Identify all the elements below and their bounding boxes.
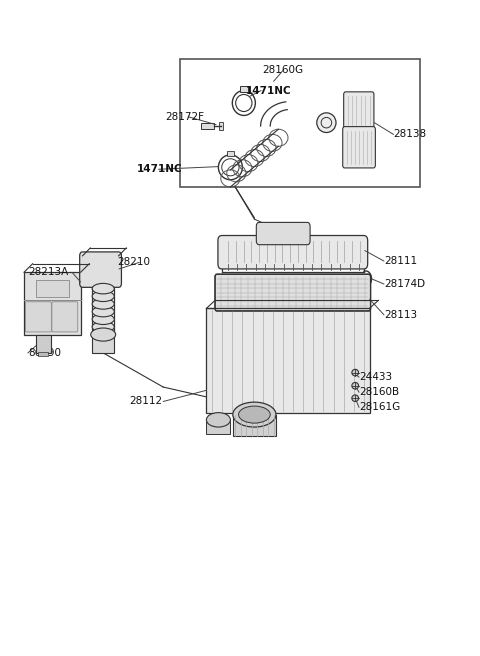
Bar — [36, 335, 51, 353]
Text: 28138: 28138 — [394, 129, 427, 140]
FancyBboxPatch shape — [215, 274, 371, 311]
Bar — [219, 122, 223, 130]
FancyBboxPatch shape — [52, 302, 78, 332]
FancyBboxPatch shape — [36, 280, 69, 297]
Bar — [240, 86, 248, 92]
Ellipse shape — [233, 402, 276, 427]
Text: 86590: 86590 — [28, 348, 61, 358]
Text: 28160B: 28160B — [359, 387, 399, 398]
Bar — [92, 333, 114, 353]
Bar — [233, 415, 276, 436]
FancyBboxPatch shape — [24, 272, 81, 335]
Ellipse shape — [317, 113, 336, 133]
Ellipse shape — [92, 291, 114, 302]
Text: 28174D: 28174D — [384, 279, 425, 289]
Text: 28160G: 28160G — [263, 65, 304, 75]
Bar — [180, 59, 420, 187]
Ellipse shape — [352, 395, 359, 401]
Ellipse shape — [352, 369, 359, 376]
Ellipse shape — [92, 298, 114, 309]
FancyBboxPatch shape — [80, 252, 121, 287]
Bar — [206, 420, 230, 434]
Text: 28210: 28210 — [118, 257, 151, 268]
FancyBboxPatch shape — [344, 92, 374, 129]
FancyBboxPatch shape — [343, 127, 375, 168]
Text: 28112: 28112 — [130, 396, 163, 407]
Text: 24433: 24433 — [359, 372, 392, 382]
Text: 28161G: 28161G — [359, 402, 400, 413]
Bar — [206, 308, 370, 413]
Ellipse shape — [92, 321, 114, 332]
Ellipse shape — [239, 406, 270, 423]
Bar — [38, 352, 48, 356]
Text: 28111: 28111 — [384, 256, 417, 266]
Text: 28113: 28113 — [384, 310, 417, 320]
Text: 28213A: 28213A — [28, 267, 68, 277]
FancyBboxPatch shape — [256, 222, 310, 245]
FancyBboxPatch shape — [25, 302, 51, 332]
Bar — [227, 151, 234, 156]
Text: 1471NC: 1471NC — [246, 85, 292, 96]
Ellipse shape — [92, 306, 114, 317]
Ellipse shape — [92, 329, 114, 340]
Ellipse shape — [206, 413, 230, 427]
Text: 1471NC: 1471NC — [137, 164, 182, 174]
Ellipse shape — [92, 283, 114, 294]
Bar — [201, 123, 214, 129]
FancyBboxPatch shape — [218, 236, 368, 269]
Ellipse shape — [92, 314, 114, 325]
Ellipse shape — [91, 328, 116, 341]
Text: 28172F: 28172F — [166, 112, 204, 122]
Ellipse shape — [352, 382, 359, 389]
